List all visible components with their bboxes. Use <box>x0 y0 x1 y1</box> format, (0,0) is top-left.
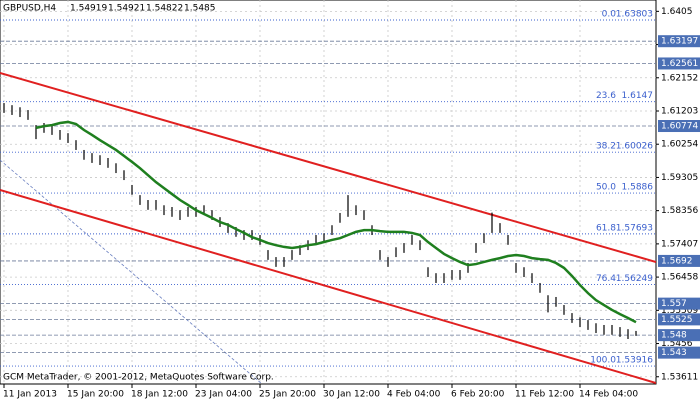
price-level-box <box>658 313 700 326</box>
fib-level-label: 76.4 <box>596 274 616 284</box>
fib-level-label: 50.0 <box>596 183 616 193</box>
price-level-box <box>658 297 700 310</box>
price-level-label: 1.60774 <box>661 122 698 132</box>
open: 1.54919 <box>70 4 107 14</box>
price-level-box <box>658 254 700 267</box>
fib-level-label: 38.2 <box>596 142 616 152</box>
y-tick-label: 1.6405 <box>661 7 693 17</box>
fib-price: 1.56249 <box>616 274 653 284</box>
x-tick-label: 14 Feb 04:00 <box>579 390 638 400</box>
fib-level-label: 0.0 <box>602 9 617 19</box>
price-level-box <box>658 346 700 359</box>
x-tick-label: 25 Jan 20:00 <box>259 390 316 400</box>
y-tick-label: 1.5456 <box>661 339 693 349</box>
fib-level-label: 23.6 <box>596 91 616 101</box>
y-tick-label: 1.56458 <box>661 273 698 283</box>
price-level-box <box>658 57 700 70</box>
fib-price: 1.5886 <box>622 183 654 193</box>
channel-line <box>0 189 656 384</box>
price-level-label: 1.5525 <box>661 315 693 325</box>
x-tick-label: 11 Jan 2013 <box>3 390 57 400</box>
x-tick-label: 6 Feb 20:00 <box>451 390 505 400</box>
fib-base-line <box>0 159 263 384</box>
price-level-box <box>658 120 700 133</box>
price-level-label: 1.543 <box>661 348 687 358</box>
fib-price: 1.60026 <box>616 142 653 152</box>
fib-price: 1.6147 <box>622 91 654 101</box>
price-level-label: 1.548 <box>661 331 687 341</box>
y-tick-label: 1.58356 <box>661 206 698 216</box>
price-level-label: 1.5692 <box>661 256 693 266</box>
x-tick-label: 4 Feb 04:00 <box>387 390 441 400</box>
fib-price: 1.63803 <box>616 9 653 19</box>
y-tick-label: 1.53611 <box>661 372 698 382</box>
close: 1.5485 <box>184 4 216 14</box>
moving-average <box>35 120 637 324</box>
y-tick-label: 1.60254 <box>661 140 698 150</box>
y-tick-label: 1.62152 <box>661 73 698 83</box>
x-tick-label: 30 Jan 12:00 <box>323 390 380 400</box>
y-tick-label: 1.55509 <box>661 306 698 316</box>
y-tick-label: 1.61203 <box>661 106 698 116</box>
fib-price: 1.53916 <box>616 356 653 366</box>
price-level-label: 1.557 <box>661 299 687 309</box>
footer: GCM MetaTrader, © 2001-2012, MetaQuotes … <box>3 373 274 383</box>
y-tick-label: 1.57407 <box>661 239 698 249</box>
x-tick-label: 18 Jan 12:00 <box>131 390 188 400</box>
high: 1.54921 <box>108 4 145 14</box>
header: GBPUSD,H4 1.54919 1.54921 1.54822 1.5485 <box>3 4 216 14</box>
price-level-label: 1.63197 <box>661 37 698 47</box>
plot-frame <box>0 0 657 385</box>
x-tick-label: 11 Feb 12:00 <box>515 390 574 400</box>
fib-price: 1.57693 <box>616 223 653 233</box>
x-tick-label: 23 Jan 04:00 <box>195 390 252 400</box>
fib-level-label: 61.8 <box>596 223 616 233</box>
low: 1.54822 <box>146 4 183 14</box>
axis: 1.64051.631011.621521.612031.602541.5930… <box>3 7 700 400</box>
y-tick-label: 1.59305 <box>661 173 698 183</box>
symbol: GBPUSD,H4 <box>3 4 56 14</box>
price-level-box <box>658 35 700 48</box>
x-tick-label: 15 Jan 20:00 <box>67 390 124 400</box>
channel-line <box>0 72 656 263</box>
fib-level-label: 100.0 <box>590 356 616 366</box>
price-level-label: 1.62561 <box>661 59 698 69</box>
price-level-box <box>658 329 700 342</box>
